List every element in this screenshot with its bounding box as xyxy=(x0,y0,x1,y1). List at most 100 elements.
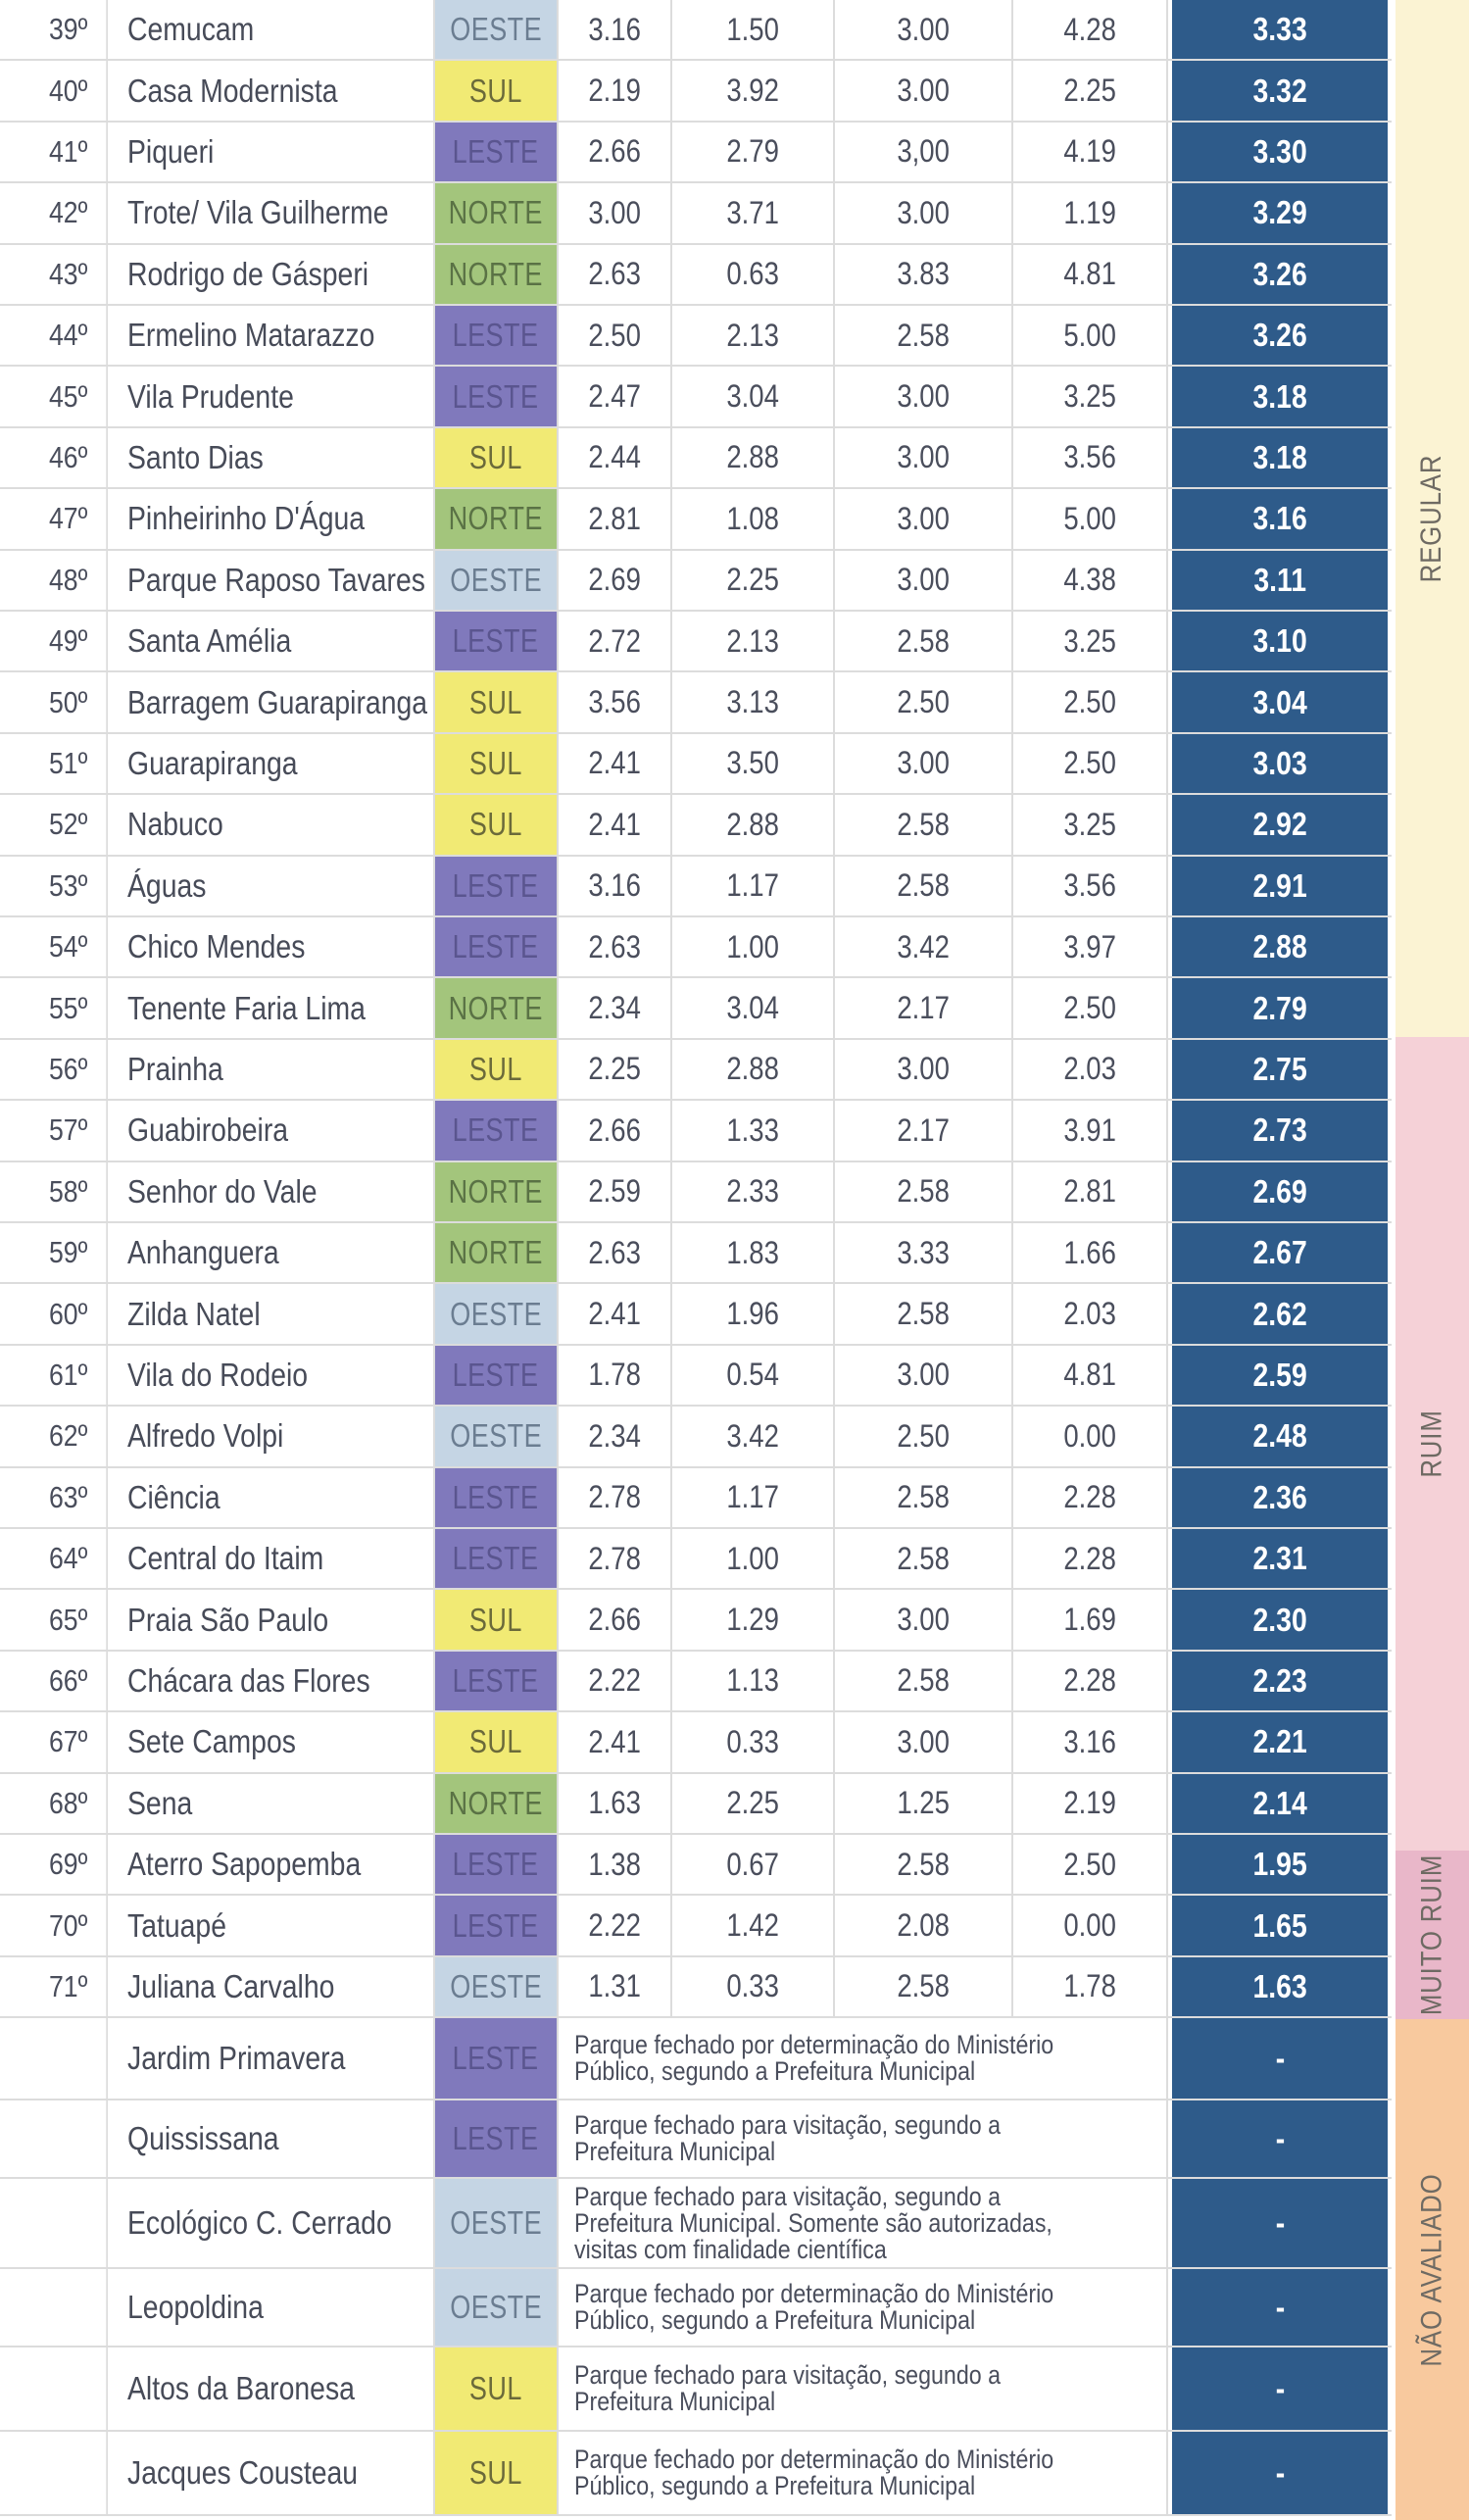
rating-band: REGULAR xyxy=(1396,0,1469,1037)
park-name-cell: Chácara das Flores xyxy=(108,1651,435,1711)
zone-cell-text: OESTE xyxy=(450,561,542,598)
score-cell-text: 2.66 xyxy=(588,1602,641,1638)
score-cell: 2.58 xyxy=(835,1467,1013,1527)
score-cell: 2.44 xyxy=(559,427,672,488)
total-score-cell-text: 3.03 xyxy=(1252,744,1307,781)
rank-cell-text: 63º xyxy=(48,1479,88,1514)
park-name-cell: Tenente Faria Lima xyxy=(108,978,435,1038)
score-cell: 3.00 xyxy=(835,61,1013,121)
zone-cell-text: OESTE xyxy=(450,2289,542,2326)
score-cell-text: 3.25 xyxy=(1063,622,1116,659)
score-cell-text: 2.66 xyxy=(588,1112,641,1148)
score-cell: 3.50 xyxy=(672,733,835,794)
zone-cell-text: LESTE xyxy=(453,317,539,354)
total-gap xyxy=(1168,489,1172,549)
score-cell-text: 1.19 xyxy=(1063,194,1116,230)
zone-cell-text: LESTE xyxy=(453,377,539,415)
park-name-cell: Trote/ Vila Guilherme xyxy=(108,183,435,243)
score-cell: 3.71 xyxy=(672,183,835,243)
score-cell: 5.00 xyxy=(1013,306,1168,366)
status-note-cell: Parque fechado por determinação do Minis… xyxy=(559,2269,1168,2347)
total-score-cell-text: 2.92 xyxy=(1252,806,1307,843)
score-cell: 1.17 xyxy=(672,1467,835,1527)
park-name-cell-text: Praia São Paulo xyxy=(127,1601,329,1638)
score-cell-text: 2.41 xyxy=(588,1296,641,1332)
total-gap xyxy=(1168,1712,1172,1772)
zone-cell-text: SUL xyxy=(469,2454,522,2492)
table-row: 44º Ermelino Matarazzo LESTE 2.50 2.13 2.58 5.… xyxy=(0,306,1392,368)
park-name-cell: Anhanguera xyxy=(108,1223,435,1283)
rank-cell-text: 66º xyxy=(48,1662,88,1698)
total-gap xyxy=(1168,733,1172,794)
score-cell-text: 2.25 xyxy=(726,562,779,598)
total-gap xyxy=(1168,1651,1172,1711)
rank-cell-text: 64º xyxy=(48,1541,88,1576)
total-score-cell: 2.73 xyxy=(1172,1101,1388,1161)
score-cell: 2.63 xyxy=(559,1223,672,1283)
score-cell-text: 2.63 xyxy=(588,256,641,292)
rank-cell-text: 59º xyxy=(48,1235,88,1270)
score-cell: 1.38 xyxy=(559,1835,672,1895)
total-score-cell-text: 3.26 xyxy=(1252,255,1307,292)
score-cell: 3.91 xyxy=(1013,1101,1168,1161)
score-cell-text: 0.63 xyxy=(726,256,779,292)
total-score-cell-text: 2.59 xyxy=(1252,1356,1307,1393)
score-cell-text: 2.41 xyxy=(588,806,641,842)
total-score-cell: 3.10 xyxy=(1172,612,1388,671)
score-cell-text: 3.00 xyxy=(897,500,950,536)
status-note-cell: Parque fechado por determinação do Minis… xyxy=(559,2432,1168,2515)
score-cell-text: 4.38 xyxy=(1063,562,1116,598)
score-cell: 2.81 xyxy=(559,489,672,549)
zone-cell-text: SUL xyxy=(469,2370,522,2407)
zone-cell: SUL xyxy=(435,672,559,732)
zone-cell: LESTE xyxy=(435,917,559,977)
total-gap xyxy=(1168,1773,1172,1833)
total-score-cell: 2.67 xyxy=(1172,1223,1388,1283)
score-cell-text: 2.81 xyxy=(1063,1173,1116,1210)
park-name-cell: Ciência xyxy=(108,1467,435,1527)
score-cell: 2.50 xyxy=(1013,672,1168,732)
table-row: 43º Rodrigo de Gásperi NORTE 2.63 0.63 3.83 4.… xyxy=(0,244,1392,306)
zone-cell-text: NORTE xyxy=(448,255,544,292)
park-name-cell-text: Zilda Natel xyxy=(127,1295,261,1332)
rank-cell: 40º xyxy=(15,61,108,121)
total-score-cell: 1.65 xyxy=(1172,1896,1388,1955)
total-score-cell-text: 3.18 xyxy=(1252,438,1307,475)
score-cell: 2.58 xyxy=(835,1651,1013,1711)
park-name-cell-text: Vila Prudente xyxy=(127,377,294,415)
rank-cell-text: 52º xyxy=(48,807,88,842)
score-cell: 2.72 xyxy=(559,612,672,671)
total-gap xyxy=(1168,2018,1172,2100)
total-score-cell: 3.33 xyxy=(1172,0,1388,60)
score-cell: 4.38 xyxy=(1013,550,1168,610)
park-name-cell: Parque Raposo Tavares xyxy=(108,550,435,610)
total-score-cell-text: 3.29 xyxy=(1252,194,1307,231)
park-name-cell: Vila do Rodeio xyxy=(108,1345,435,1406)
park-name-cell-text: Sete Campos xyxy=(127,1723,296,1760)
score-cell: 3.16 xyxy=(1013,1712,1168,1772)
rank-cell: 56º xyxy=(15,1039,108,1100)
park-name-cell-text: Piqueri xyxy=(127,132,215,170)
score-cell: 2.63 xyxy=(559,917,672,977)
score-cell-text: 2.03 xyxy=(1063,1051,1116,1087)
park-name-cell-text: Prainha xyxy=(127,1050,223,1087)
score-cell: 2.28 xyxy=(1013,1651,1168,1711)
total-score-cell: - xyxy=(1172,2100,1388,2178)
zone-cell: SUL xyxy=(435,1590,559,1650)
total-score-cell: 2.48 xyxy=(1172,1407,1388,1466)
zone-cell-text: LESTE xyxy=(453,2040,539,2077)
park-name-cell-text: Alfredo Volpi xyxy=(127,1417,284,1455)
score-cell-text: 2.22 xyxy=(588,1662,641,1699)
park-name-cell: Central do Itaim xyxy=(108,1529,435,1589)
score-cell-text: 2.03 xyxy=(1063,1296,1116,1332)
zone-cell-text: LESTE xyxy=(453,866,539,904)
park-name-cell-text: Senhor do Vale xyxy=(127,1172,318,1210)
score-cell: 4.28 xyxy=(1013,0,1168,60)
rank-cell-text: 54º xyxy=(48,929,88,964)
score-cell: 2.25 xyxy=(559,1039,672,1100)
score-cell: 1.50 xyxy=(672,0,835,60)
total-score-cell-text: 2.67 xyxy=(1252,1234,1307,1271)
score-cell-text: 1.78 xyxy=(588,1357,641,1393)
score-cell-text: 3,00 xyxy=(897,133,950,170)
park-name-cell: Senhor do Vale xyxy=(108,1161,435,1221)
